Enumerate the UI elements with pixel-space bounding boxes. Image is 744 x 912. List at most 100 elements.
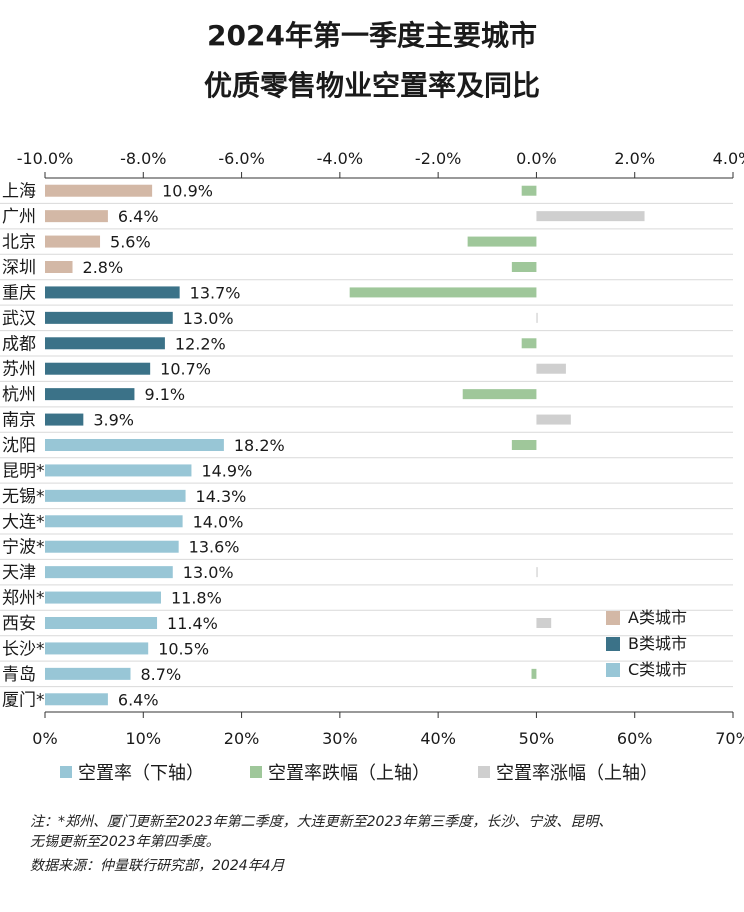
- city-label: 无锡*: [2, 487, 45, 507]
- vacancy-bar: [45, 566, 173, 579]
- top-axis-tick-label: -8.0%: [120, 149, 166, 168]
- bottom-axis-tick-label: 20%: [224, 729, 260, 748]
- vacancy-data-label: 18.2%: [234, 436, 285, 455]
- vacancy-bar: [45, 591, 161, 604]
- vacancy-bar: [45, 489, 186, 502]
- bottom-axis-tick-label: 10%: [126, 729, 162, 748]
- yoy-change-bar: [349, 287, 537, 298]
- city-label: 长沙*: [2, 639, 45, 659]
- vacancy-data-label: 3.9%: [93, 411, 134, 430]
- city-label: 大连*: [2, 512, 45, 532]
- legend-swatch-bottom: [250, 766, 262, 778]
- city-label: 苏州: [2, 360, 36, 380]
- vacancy-data-label: 10.9%: [162, 182, 213, 201]
- source-note: 数据来源：仲量联行研究部，2024年4月: [30, 858, 285, 874]
- vacancy-bar: [45, 667, 131, 680]
- vacancy-data-label: 6.4%: [118, 207, 159, 226]
- top-axis-tick-label: -10.0%: [17, 149, 74, 168]
- vacancy-bar: [45, 337, 165, 350]
- yoy-change-bar: [536, 567, 538, 578]
- vacancy-bar: [45, 464, 192, 477]
- city-label: 西安: [2, 614, 36, 634]
- yoy-change-bar: [511, 440, 537, 450]
- chart-title-line1: 2024年第一季度主要城市: [207, 19, 537, 52]
- top-axis-tick-label: -6.0%: [218, 149, 264, 168]
- vacancy-data-label: 10.5%: [158, 639, 209, 658]
- yoy-change-bar: [521, 185, 537, 196]
- vacancy-data-label: 10.7%: [160, 360, 211, 379]
- chart-title-line2: 优质零售物业空置率及同比: [203, 69, 540, 102]
- vacancy-bar: [45, 693, 108, 706]
- city-label: 广州: [2, 207, 36, 227]
- yoy-change-bar: [536, 618, 552, 628]
- footnote-line2: 无锡更新至2023年第四季度。: [30, 834, 220, 850]
- vacancy-bar: [45, 184, 153, 197]
- bottom-axis-tick-label: 70%: [715, 729, 744, 748]
- top-axis-tick-label: 0.0%: [516, 149, 557, 168]
- vacancy-data-label: 14.9%: [201, 461, 252, 480]
- city-label: 青岛: [2, 665, 36, 685]
- vacancy-bar: [45, 311, 173, 324]
- legend-label-bottom: 空置率跌幅（上轴）: [268, 763, 430, 784]
- vacancy-data-label: 13.7%: [190, 283, 241, 302]
- legend-swatch-class-C: [606, 663, 620, 677]
- vacancy-bar: [45, 439, 224, 451]
- vacancy-bar: [45, 210, 108, 223]
- vacancy-data-label: 6.4%: [118, 690, 159, 709]
- yoy-change-bar: [531, 668, 537, 679]
- vacancy-data-label: 13.0%: [183, 309, 234, 328]
- vacancy-bar: [45, 286, 180, 299]
- bottom-axis-tick-label: 30%: [322, 729, 358, 748]
- city-label: 厦门*: [2, 690, 45, 710]
- legend-label-class-B: B类城市: [628, 634, 687, 653]
- top-axis-tick-label: 4.0%: [713, 149, 744, 168]
- vacancy-data-label: 9.1%: [144, 385, 185, 404]
- top-axis-tick-label: -4.0%: [317, 149, 363, 168]
- yoy-change-bar: [536, 414, 571, 425]
- yoy-change-bar: [511, 262, 537, 272]
- vacancy-bar: [45, 515, 183, 528]
- city-label: 昆明*: [2, 461, 45, 481]
- city-label: 宁波*: [2, 538, 45, 558]
- vacancy-data-label: 14.3%: [196, 487, 247, 506]
- bottom-axis-tick-label: 0%: [32, 729, 57, 748]
- top-axis-tick-label: 2.0%: [614, 149, 655, 168]
- bottom-axis-tick-label: 60%: [617, 729, 653, 748]
- city-label: 沈阳: [2, 436, 36, 456]
- city-label: 成都: [2, 334, 36, 354]
- vacancy-data-label: 11.4%: [167, 614, 218, 633]
- vacancy-bar: [45, 642, 149, 655]
- vacancy-data-label: 2.8%: [83, 258, 124, 277]
- yoy-change-bar: [536, 211, 645, 222]
- vacancy-bar: [45, 235, 101, 248]
- vacancy-bar: [45, 362, 151, 375]
- city-label: 深圳: [2, 258, 36, 278]
- vacancy-bar: [45, 413, 84, 426]
- city-label: 上海: [2, 182, 36, 202]
- legend-swatch-bottom: [60, 766, 72, 778]
- city-label: 武汉: [2, 309, 36, 329]
- vacancy-data-label: 8.7%: [141, 665, 182, 684]
- vacancy-data-label: 13.6%: [189, 538, 240, 557]
- city-label: 天津: [2, 563, 36, 583]
- yoy-change-bar: [521, 338, 537, 349]
- bottom-axis-tick-label: 50%: [519, 729, 555, 748]
- vacancy-data-label: 13.0%: [183, 563, 234, 582]
- city-label: 郑州*: [2, 589, 45, 609]
- vacancy-bar: [45, 388, 135, 401]
- legend-label-bottom: 空置率涨幅（上轴）: [496, 763, 658, 784]
- city-label: 杭州: [2, 385, 36, 405]
- vacancy-data-label: 5.6%: [110, 233, 151, 252]
- legend-swatch-class-B: [606, 637, 620, 651]
- city-label: 重庆: [2, 283, 36, 303]
- legend-label-bottom: 空置率（下轴）: [78, 763, 204, 784]
- footnote: 注：*郑州、厦门更新至2023年第二季度，大连更新至2023年第三季度，长沙、宁…: [30, 812, 730, 852]
- legend-label-class-A: A类城市: [628, 608, 687, 627]
- city-label: 北京: [2, 233, 36, 253]
- vacancy-data-label: 14.0%: [193, 512, 244, 531]
- vacancy-bar-chart: -10.0% -8.0% -6.0% -4.0% -2.0% 0.0% 2.0% 4.0% 0%…: [0, 149, 744, 784]
- yoy-change-bar: [467, 236, 537, 247]
- yoy-change-bar: [536, 312, 538, 323]
- legend-label-class-C: C类城市: [628, 660, 687, 679]
- vacancy-data-label: 11.8%: [171, 589, 222, 608]
